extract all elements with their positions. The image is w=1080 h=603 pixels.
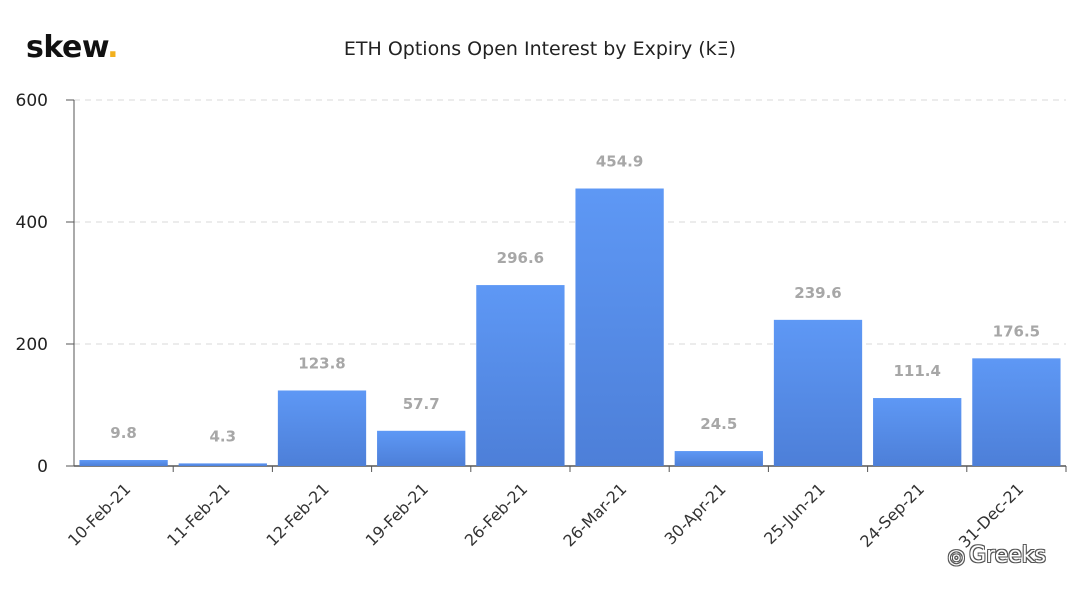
gridlines: [74, 99, 1066, 345]
bar: [79, 460, 168, 466]
bar: [674, 451, 763, 466]
x-tick-label: 10-Feb-21: [64, 479, 134, 549]
x-tick-label: 25-Jun-21: [760, 479, 829, 548]
bar: [476, 285, 565, 466]
x-tick-label: 30-Apr-21: [661, 479, 730, 548]
y-tick-label: 600: [16, 91, 48, 111]
y-tick-label: 200: [16, 335, 48, 355]
x-tick-label: 19-Feb-21: [362, 479, 432, 549]
data-label: 176.5: [993, 322, 1040, 340]
bar: [773, 319, 863, 466]
bars: [79, 188, 1061, 467]
skew-logo: skew.: [26, 30, 119, 65]
data-label: 296.6: [497, 249, 544, 267]
data-labels: 9.8 4.3 123.8 57.7 296.6 454.9 24.5 239.6 111.4 1…: [110, 153, 1040, 446]
x-tick-label: 31-Dec-21: [955, 479, 1027, 551]
y-tick-label: 0: [37, 457, 48, 477]
data-label: 123.8: [298, 354, 345, 372]
x-tick-label: 11-Feb-21: [163, 479, 233, 549]
watermark-text: Greeks: [969, 543, 1046, 568]
x-tick-label: 26-Feb-21: [461, 479, 531, 549]
data-label: 4.3: [210, 427, 237, 445]
x-tick-label: 24-Sep-21: [856, 479, 928, 551]
wechat-icon: ◎: [947, 543, 966, 568]
data-label: 24.5: [700, 415, 737, 433]
y-tick-labels: 0 200 400 600: [16, 91, 48, 477]
data-label: 239.6: [794, 284, 841, 302]
x-tick-label: 12-Feb-21: [262, 479, 332, 549]
chart-title: ETH Options Open Interest by Expiry (kΞ): [343, 38, 737, 60]
data-label: 57.7: [403, 395, 440, 413]
data-label: 111.4: [893, 362, 940, 380]
watermark: ◎ Greeks: [948, 543, 1046, 568]
bar: [178, 463, 267, 466]
bar: [972, 358, 1061, 466]
bar: [873, 398, 962, 466]
data-label: 454.9: [596, 153, 643, 171]
bar: [277, 390, 367, 466]
x-tick-label: 26-Mar-21: [559, 479, 630, 550]
bar: [575, 188, 664, 467]
bar: [377, 430, 466, 466]
x-tick-labels: 10-Feb-21 11-Feb-21 12-Feb-21 19-Feb-21 26-F…: [64, 479, 1027, 551]
data-label: 9.8: [110, 424, 137, 442]
y-tick-label: 400: [16, 213, 48, 233]
